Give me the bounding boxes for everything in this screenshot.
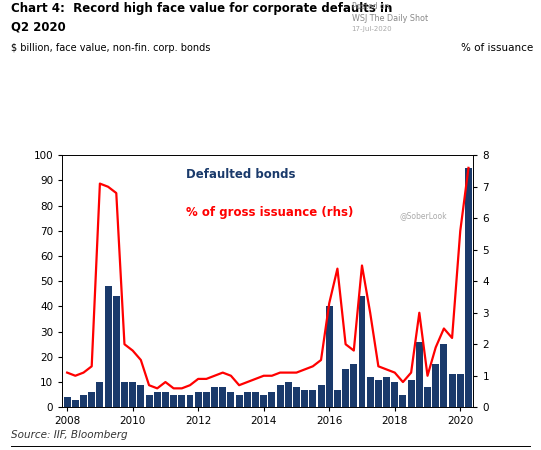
Bar	[440, 344, 447, 407]
Bar	[227, 392, 234, 407]
Bar	[219, 387, 226, 407]
Bar	[448, 374, 456, 407]
Bar	[408, 379, 414, 407]
Bar	[432, 364, 439, 407]
Bar	[465, 168, 472, 407]
Bar	[375, 379, 382, 407]
Bar	[260, 395, 267, 407]
Bar	[457, 374, 464, 407]
Bar	[146, 395, 153, 407]
Bar	[211, 387, 218, 407]
Bar	[113, 297, 120, 407]
Text: Chart 4:  Record high face value for corporate defaults in: Chart 4: Record high face value for corp…	[11, 2, 392, 15]
Text: Defaulted bonds: Defaulted bonds	[186, 168, 295, 181]
Bar	[170, 395, 177, 407]
Bar	[162, 392, 169, 407]
Bar	[293, 387, 300, 407]
Text: Q2 2020: Q2 2020	[11, 20, 65, 33]
Bar	[309, 390, 316, 407]
Bar	[276, 385, 283, 407]
Bar	[195, 392, 202, 407]
Text: Posted on: Posted on	[352, 2, 389, 11]
Bar	[399, 395, 406, 407]
Text: 17-Jul-2020: 17-Jul-2020	[352, 26, 392, 32]
Bar	[268, 392, 275, 407]
Text: % of gross issuance (rhs): % of gross issuance (rhs)	[186, 206, 353, 219]
Bar	[80, 395, 87, 407]
Bar	[318, 385, 325, 407]
Bar	[391, 382, 398, 407]
Bar	[424, 387, 431, 407]
Bar	[179, 395, 185, 407]
Bar	[88, 392, 95, 407]
Bar	[129, 382, 136, 407]
Bar	[367, 377, 374, 407]
Bar	[252, 392, 259, 407]
Bar	[244, 392, 251, 407]
Text: Source: IIF, Bloomberg: Source: IIF, Bloomberg	[11, 430, 128, 440]
Bar	[203, 392, 210, 407]
Bar	[104, 286, 111, 407]
Bar	[96, 382, 103, 407]
Bar	[121, 382, 128, 407]
Bar	[72, 400, 79, 407]
Text: @SoberLook: @SoberLook	[399, 211, 447, 220]
Bar	[383, 377, 390, 407]
Bar	[416, 342, 423, 407]
Bar	[351, 364, 357, 407]
Bar	[334, 390, 341, 407]
Bar	[154, 392, 161, 407]
Bar	[342, 369, 349, 407]
Bar	[285, 382, 292, 407]
Bar	[359, 297, 366, 407]
Bar	[137, 385, 144, 407]
Text: % of issuance: % of issuance	[460, 43, 533, 53]
Bar	[187, 395, 194, 407]
Text: $ billion, face value, non-fin. corp. bonds: $ billion, face value, non-fin. corp. bo…	[11, 43, 210, 53]
Bar	[301, 390, 308, 407]
Bar	[64, 397, 71, 407]
Text: WSJ The Daily Shot: WSJ The Daily Shot	[352, 14, 428, 23]
Bar	[236, 395, 242, 407]
Bar	[326, 306, 333, 407]
